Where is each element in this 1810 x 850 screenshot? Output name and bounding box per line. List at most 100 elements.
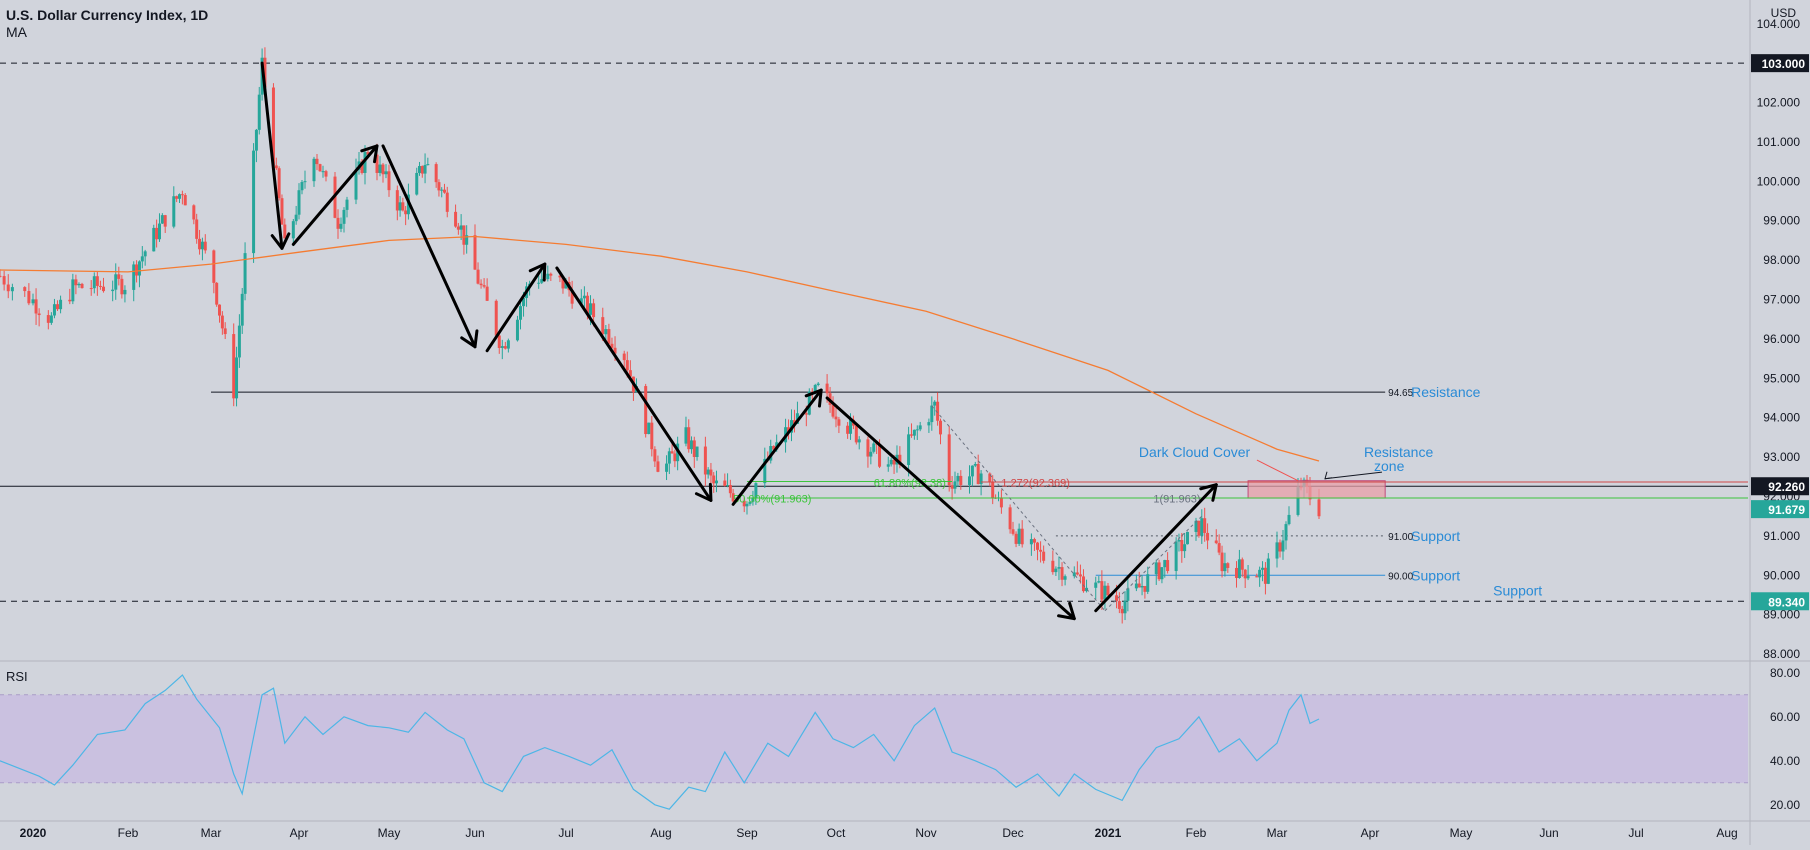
candle-body bbox=[714, 480, 718, 484]
price-badge bbox=[1751, 54, 1809, 73]
candle-body bbox=[933, 401, 937, 406]
candle-body bbox=[936, 401, 940, 421]
candle-body bbox=[1008, 507, 1012, 530]
candle-body bbox=[37, 313, 41, 316]
candle-body bbox=[387, 171, 391, 191]
trend-arrow-head bbox=[1199, 483, 1218, 502]
candle-body bbox=[152, 227, 156, 252]
candle-body bbox=[426, 164, 430, 166]
candle-body bbox=[404, 210, 408, 215]
candle-body bbox=[878, 444, 882, 467]
candle-body bbox=[473, 235, 477, 270]
candle-body bbox=[1120, 608, 1124, 614]
candle-body bbox=[601, 317, 605, 335]
candle-body bbox=[485, 286, 489, 301]
candle-body bbox=[27, 291, 31, 304]
candle-body bbox=[1160, 567, 1164, 580]
chart-title-block: U.S. Dollar Currency Index, 1D MA bbox=[6, 7, 208, 41]
candle-body bbox=[180, 194, 184, 196]
candle-body bbox=[300, 182, 304, 191]
candle-body bbox=[462, 225, 466, 245]
candle-body bbox=[1078, 574, 1082, 577]
candle-body bbox=[728, 485, 732, 494]
candle-body bbox=[763, 458, 767, 484]
price-badge-label: 92.260 bbox=[1768, 480, 1805, 494]
candle-body bbox=[959, 475, 963, 485]
candle-body bbox=[709, 469, 713, 476]
dark-cloud-cover-label: Dark Cloud Cover bbox=[1139, 444, 1251, 460]
candle-body bbox=[321, 171, 325, 173]
candle-body bbox=[418, 166, 422, 173]
candle-body bbox=[1123, 600, 1127, 614]
dashed-channel-line bbox=[1104, 515, 1203, 612]
candle-body bbox=[92, 276, 96, 289]
candle-body bbox=[1263, 567, 1267, 584]
trend-arrow-line bbox=[381, 144, 477, 349]
candle-body bbox=[6, 284, 10, 292]
price-tick-label: 100.000 bbox=[1757, 174, 1801, 188]
candle-body bbox=[140, 256, 144, 262]
rsi-tick-label: 80.00 bbox=[1770, 666, 1800, 680]
time-tick-label: 2021 bbox=[1095, 826, 1122, 840]
candle-body bbox=[74, 279, 78, 286]
time-tick-label: Feb bbox=[118, 826, 139, 840]
candle-body bbox=[834, 416, 838, 420]
candle-body bbox=[157, 223, 161, 240]
candle-body bbox=[558, 275, 562, 278]
currency-label: USD bbox=[1770, 6, 1796, 20]
candle-body bbox=[825, 383, 829, 394]
candle-body bbox=[1246, 576, 1250, 579]
moving-average-layer bbox=[0, 235, 1320, 462]
candle-body bbox=[459, 225, 463, 230]
candle-body bbox=[846, 425, 850, 434]
candle-body bbox=[918, 425, 922, 430]
candle-body bbox=[2, 276, 6, 285]
candle-body bbox=[976, 463, 980, 485]
candle-body bbox=[456, 226, 460, 230]
price-badge-label: 91.679 bbox=[1768, 503, 1805, 517]
chart-title: U.S. Dollar Currency Index, 1D bbox=[6, 7, 209, 23]
price-tick-label: 90.000 bbox=[1763, 568, 1800, 582]
level-value-label: 94.65 bbox=[1388, 388, 1413, 399]
trend-arrow-line bbox=[1094, 483, 1218, 613]
candle-body bbox=[212, 250, 216, 283]
time-tick-label: Jul bbox=[558, 826, 573, 840]
candle-body bbox=[684, 427, 688, 444]
candle-body bbox=[324, 171, 328, 177]
candle-body bbox=[1137, 583, 1141, 588]
candle-body bbox=[1220, 552, 1224, 572]
candle-body bbox=[135, 264, 139, 276]
candle-body bbox=[218, 304, 222, 316]
candle-body bbox=[1054, 568, 1058, 573]
candle-body bbox=[667, 451, 671, 464]
time-tick-label: Jun bbox=[465, 826, 484, 840]
candle-body bbox=[1100, 581, 1104, 600]
candle-body bbox=[192, 205, 196, 220]
time-tick-label: Jul bbox=[1628, 826, 1643, 840]
candle-body bbox=[454, 211, 458, 227]
candle-body bbox=[77, 283, 81, 286]
price-tick-label: 94.000 bbox=[1763, 411, 1800, 425]
candle-body bbox=[754, 483, 758, 498]
candle-body bbox=[252, 150, 256, 254]
rsi-layer bbox=[0, 674, 1748, 810]
resistance-zone-label: Resistance bbox=[1364, 444, 1433, 460]
candle-body bbox=[345, 199, 349, 210]
candle-body bbox=[690, 440, 694, 450]
candle-body bbox=[869, 451, 873, 457]
moving-average-line bbox=[0, 235, 1320, 462]
candle-body bbox=[465, 235, 469, 245]
candle-body bbox=[748, 501, 752, 504]
time-tick-label: Apr bbox=[290, 826, 309, 840]
candle-body bbox=[360, 161, 364, 173]
trend-arrow-head bbox=[694, 482, 713, 502]
candle-body bbox=[712, 475, 716, 484]
candle-body bbox=[1146, 574, 1150, 592]
candle-body bbox=[1063, 576, 1067, 580]
price-badge-label: 89.340 bbox=[1768, 595, 1805, 609]
candle-body bbox=[1194, 520, 1198, 532]
annotation-layer: 94.65Resistance91.00Support90.00Support6… bbox=[260, 61, 1748, 621]
candle-body bbox=[336, 217, 340, 229]
candle-body bbox=[1097, 581, 1101, 583]
